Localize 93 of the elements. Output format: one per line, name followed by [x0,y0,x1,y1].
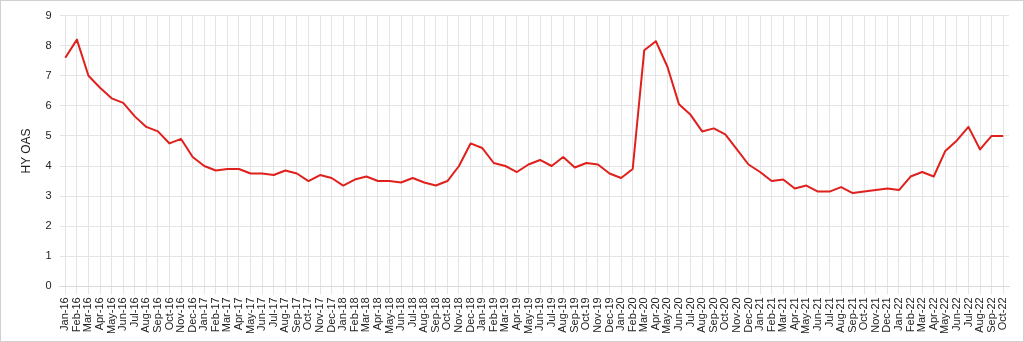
y-tick-label: 8 [45,38,52,51]
x-tick-label: Jun-16 [116,297,129,331]
x-tick-label: May-21 [799,297,812,335]
x-tick-label: May-19 [521,297,534,335]
x-tick-label: Jun-17 [255,297,268,331]
x-tick-label: Apr-20 [648,297,661,331]
x-tick-label: Feb-19 [486,297,499,333]
x-tick-label: Mar-22 [915,297,928,333]
y-tick-label: 6 [45,98,52,111]
x-tick-label: Jul-21 [822,297,835,328]
x-tick-label: May-16 [104,297,117,335]
x-tick-label: May-18 [382,297,395,335]
x-tick-label: Feb-20 [625,297,638,333]
x-tick-label: Jul-22 [961,297,974,328]
x-tick-label: Oct-16 [162,297,175,331]
x-tick-label: Aug-17 [278,297,291,333]
x-tick-label: Jan-17 [197,297,210,331]
x-tick-label: Aug-18 [417,297,430,333]
x-tick-label: Sep-16 [150,297,163,333]
x-tick-label: Dec-21 [880,297,893,333]
x-tick-label: Apr-22 [926,297,939,331]
x-tick-label: Mar-19 [498,297,511,333]
x-tick-label: Sep-20 [706,297,719,333]
x-tick-label: Dec-17 [324,297,337,333]
x-tick-label: Jul-20 [683,297,696,328]
y-tick-label: 3 [45,189,52,202]
x-tick-label: Mar-20 [637,297,650,333]
x-tick-label: Nov-20 [729,297,742,333]
x-tick-label: Aug-19 [556,297,569,333]
x-tick-label: Nov-21 [868,297,881,333]
x-tick-label: Dec-20 [741,297,754,333]
x-tick-label: Oct-22 [996,297,1009,331]
x-tick-label: Apr-19 [509,297,522,331]
y-axis-title: HY OAS [18,128,33,174]
x-tick-label: Aug-16 [139,297,152,333]
x-tick-label: Nov-17 [313,297,326,333]
x-tick-label: Oct-17 [301,297,314,331]
x-tick-label: Oct-20 [718,297,731,331]
x-tick-label: Nov-16 [174,297,187,333]
x-tick-label: Aug-20 [695,297,708,333]
x-tick-label: Sep-17 [289,297,302,333]
y-tick-label: 9 [45,8,52,21]
y-tick-label: 1 [45,249,52,262]
x-tick-label: Mar-18 [359,297,372,333]
y-tick-label: 7 [45,68,52,81]
x-tick-label: Jun-18 [394,297,407,331]
x-tick-label: Jan-19 [475,297,488,331]
x-tick-label: Jan-21 [753,297,766,331]
x-tick-label: Nov-19 [590,297,603,333]
y-tick-label: 2 [45,219,52,232]
x-tick-label: Dec-19 [602,297,615,333]
x-tick-label: Feb-16 [69,297,82,333]
x-tick-label: Oct-21 [857,297,870,331]
x-tick-label: Feb-21 [764,297,777,333]
y-tick-label: 5 [45,128,52,141]
x-tick-label: Feb-22 [903,297,916,333]
x-tick-label: Sep-19 [567,297,580,333]
x-tick-label: Jun-22 [949,297,962,331]
x-tick-label: Apr-16 [93,297,106,331]
x-tick-label: Jan-20 [614,297,627,331]
x-tick-label: Jan-22 [892,297,905,331]
x-tick-label: Nov-18 [452,297,465,333]
x-tick-label: Jul-19 [544,297,557,328]
y-tick-label: 4 [45,159,52,172]
x-tick-label: Sep-18 [428,297,441,333]
x-tick-label: Apr-21 [787,297,800,331]
x-tick-label: Mar-16 [81,297,94,333]
x-tick-label: Apr-17 [232,297,245,331]
x-tick-label: Sep-21 [845,297,858,333]
x-tick-label: Jun-20 [672,297,685,331]
x-tick-label: May-17 [243,297,256,335]
x-tick-label: Jul-16 [127,297,140,328]
x-tick-label: Apr-18 [370,297,383,331]
x-tick-label: May-22 [938,297,951,335]
x-tick-label: Feb-18 [347,297,360,333]
x-tick-label: Mar-17 [220,297,233,333]
x-tick-label: Jul-17 [266,297,279,328]
x-tick-label: Aug-22 [973,297,986,333]
x-tick-label: Jun-21 [810,297,823,331]
x-tick-label: Feb-17 [208,297,221,333]
x-tick-label: Jan-18 [336,297,349,331]
y-tick-label: 0 [45,279,52,292]
x-tick-label: Sep-22 [984,297,997,333]
x-tick-label: Dec-18 [463,297,476,333]
x-tick-label: Jun-19 [533,297,546,331]
x-tick-label: May-20 [660,297,673,335]
x-tick-label: Jan-16 [58,297,71,331]
x-tick-label: Oct-19 [579,297,592,331]
x-tick-label: Aug-21 [834,297,847,333]
x-tick-label: Dec-16 [185,297,198,333]
x-tick-label: Oct-18 [440,297,453,331]
x-tick-label: Mar-21 [776,297,789,333]
x-tick-label: Jul-18 [405,297,418,328]
